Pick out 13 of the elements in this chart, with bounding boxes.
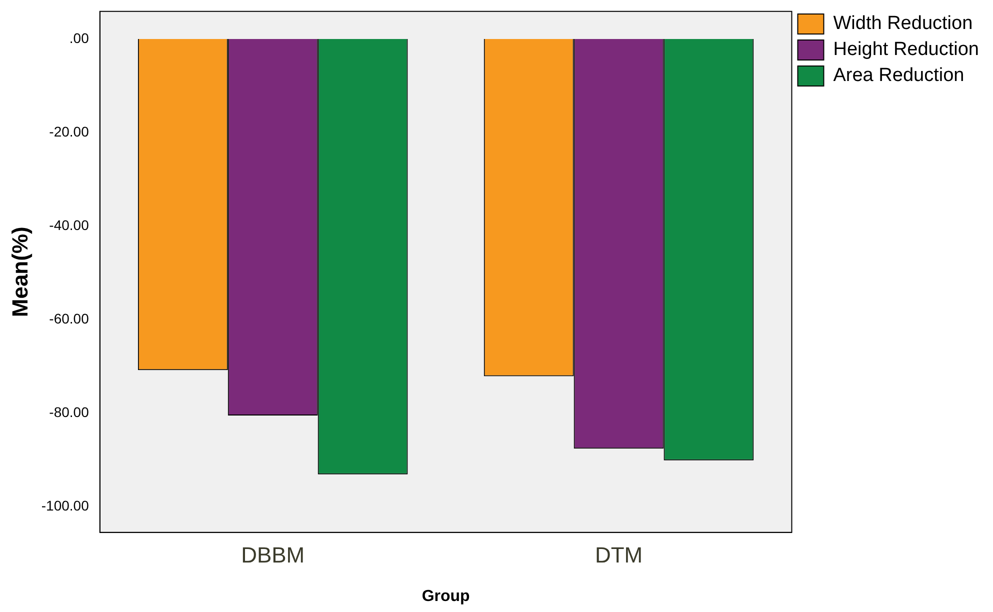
legend-label: Width Reduction xyxy=(833,13,973,34)
y-tick-label: -80.00 xyxy=(49,404,90,420)
y-tick-label: -40.00 xyxy=(49,216,90,233)
legend-label: Area Reduction xyxy=(833,65,964,86)
x-tick-label: DBBM xyxy=(241,542,305,568)
y-tick-label: -60.00 xyxy=(49,310,90,326)
x-axis-title: Group xyxy=(422,588,470,605)
y-tick-label: -20.00 xyxy=(49,123,90,140)
legend-label: Height Reduction xyxy=(833,39,980,60)
x-tick-label: DTM xyxy=(594,542,643,568)
y-tick-label: .00 xyxy=(69,30,90,46)
y-axis-title: Mean(%) xyxy=(7,226,32,318)
y-tick-label: -100.00 xyxy=(41,498,90,514)
